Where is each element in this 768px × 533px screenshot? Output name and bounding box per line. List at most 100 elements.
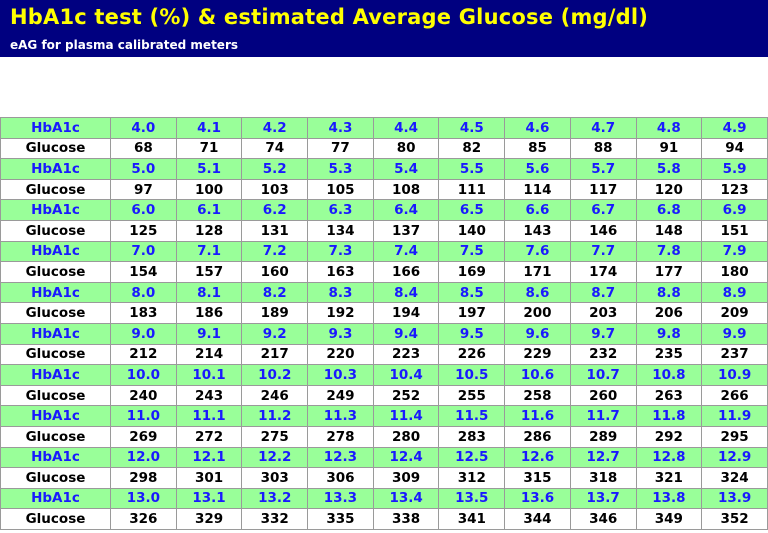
glucose-cell: 82 [438, 137, 506, 160]
glucose-cell: 77 [307, 137, 374, 160]
hba1c-row-label: HbA1c [0, 281, 111, 304]
hba1c-cell: 6.7 [569, 199, 637, 221]
hba1c-row: HbA1c 11.0 11.1 11.2 11.3 11.4 11.5 11.6 11.7 11.… [0, 405, 768, 427]
glucose-cell: 260 [569, 384, 637, 407]
glucose-cell: 203 [569, 302, 637, 324]
hba1c-cell: 12.0 [110, 446, 177, 469]
glucose-row: Glucose 183 186 189 192 194 197 200 203 206 209 [0, 302, 768, 324]
hba1c-cell: 12.2 [241, 446, 309, 469]
hba1c-row: HbA1c 8.0 8.1 8.2 8.3 8.4 8.5 8.6 8.7 8.8 8.9 [0, 281, 768, 304]
glucose-cell: 68 [110, 137, 177, 160]
hba1c-cell: 6.9 [701, 199, 768, 221]
hba1c-cell: 9.3 [307, 322, 374, 345]
glucose-cell: 120 [635, 178, 703, 201]
hba1c-cell: 4.3 [307, 117, 374, 139]
glucose-cell: 143 [504, 219, 571, 242]
glucose-cell: 249 [307, 384, 374, 407]
glucose-row: Glucose 97 100 103 105 108 111 114 117 120 123 [0, 178, 768, 201]
glucose-cell: 335 [307, 508, 374, 530]
hba1c-row: HbA1c 5.0 5.1 5.2 5.3 5.4 5.5 5.6 5.7 5.8 5.9 [0, 158, 768, 180]
glucose-cell: 200 [504, 302, 571, 324]
hba1c-cell: 5.2 [241, 158, 309, 180]
glucose-cell: 246 [241, 384, 309, 407]
glucose-cell: 105 [307, 178, 374, 201]
hba1c-cell: 10.8 [635, 364, 703, 386]
hba1c-cell: 11.3 [307, 405, 374, 427]
hba1c-cell: 13.2 [241, 487, 309, 510]
hba1c-cell: 9.5 [438, 322, 506, 345]
hba1c-cell: 6.8 [635, 199, 703, 221]
glucose-cell: 169 [438, 261, 506, 283]
hba1c-cell: 11.2 [241, 405, 309, 427]
glucose-cell: 148 [635, 219, 703, 242]
glucose-cell: 171 [504, 261, 571, 283]
glucose-cell: 235 [635, 343, 703, 366]
hba1c-cell: 12.8 [635, 446, 703, 469]
glucose-cell: 306 [307, 467, 374, 489]
hba1c-cell: 4.9 [701, 117, 768, 139]
table-body: HbA1c 4.0 4.1 4.2 4.3 4.4 4.5 4.6 4.7 4.8 4.9 Gluco… [0, 117, 768, 530]
hba1c-cell: 10.3 [307, 364, 374, 386]
glucose-cell: 217 [241, 343, 309, 366]
hba1c-cell: 5.0 [110, 158, 177, 180]
glucose-cell: 160 [241, 261, 309, 283]
hba1c-cell: 13.3 [307, 487, 374, 510]
glucose-cell: 315 [504, 467, 571, 489]
hba1c-cell: 6.5 [438, 199, 506, 221]
hba1c-cell: 13.8 [635, 487, 703, 510]
glucose-cell: 137 [372, 219, 440, 242]
glucose-cell: 275 [241, 425, 309, 448]
hba1c-row: HbA1c 9.0 9.1 9.2 9.3 9.4 9.5 9.6 9.7 9.8 9.9 [0, 322, 768, 345]
glucose-cell: 226 [438, 343, 506, 366]
hba1c-row: HbA1c 6.0 6.1 6.2 6.3 6.4 6.5 6.6 6.7 6.8 6.9 [0, 199, 768, 221]
chart-subtitle: eAG for plasma calibrated meters [10, 38, 238, 52]
hba1c-cell: 9.4 [372, 322, 440, 345]
glucose-cell: 117 [569, 178, 637, 201]
hba1c-cell: 8.2 [241, 281, 309, 304]
hba1c-cell: 8.0 [110, 281, 177, 304]
glucose-cell: 298 [110, 467, 177, 489]
glucose-cell: 237 [701, 343, 768, 366]
hba1c-row: HbA1c 7.0 7.1 7.2 7.3 7.4 7.5 7.6 7.7 7.8 7.9 [0, 240, 768, 263]
glucose-cell: 338 [372, 508, 440, 530]
hba1c-cell: 6.2 [241, 199, 309, 221]
hba1c-cell: 11.0 [110, 405, 177, 427]
glucose-cell: 289 [569, 425, 637, 448]
glucose-cell: 131 [241, 219, 309, 242]
glucose-cell: 88 [569, 137, 637, 160]
glucose-cell: 295 [701, 425, 768, 448]
hba1c-cell: 6.4 [372, 199, 440, 221]
glucose-cell: 192 [307, 302, 374, 324]
glucose-cell: 157 [175, 261, 243, 283]
glucose-cell: 223 [372, 343, 440, 366]
hba1c-cell: 7.6 [504, 240, 571, 263]
glucose-cell: 85 [504, 137, 571, 160]
glucose-row: Glucose 326 329 332 335 338 341 344 346 349 352 [0, 508, 768, 530]
hba1c-cell: 12.6 [504, 446, 571, 469]
hba1c-cell: 11.5 [438, 405, 506, 427]
glucose-cell: 125 [110, 219, 177, 242]
hba1c-cell: 7.2 [241, 240, 309, 263]
hba1c-cell: 10.0 [110, 364, 177, 386]
hba1c-cell: 13.9 [701, 487, 768, 510]
glucose-row-label: Glucose [0, 219, 111, 242]
glucose-cell: 97 [110, 178, 177, 201]
glucose-cell: 166 [372, 261, 440, 283]
hba1c-cell: 8.5 [438, 281, 506, 304]
hba1c-cell: 13.0 [110, 487, 177, 510]
glucose-cell: 197 [438, 302, 506, 324]
glucose-row-label: Glucose [0, 343, 111, 366]
glucose-cell: 272 [175, 425, 243, 448]
glucose-cell: 71 [175, 137, 243, 160]
glucose-cell: 318 [569, 467, 637, 489]
glucose-cell: 258 [504, 384, 571, 407]
glucose-cell: 194 [372, 302, 440, 324]
hba1c-cell: 9.6 [504, 322, 571, 345]
hba1c-cell: 5.9 [701, 158, 768, 180]
glucose-cell: 114 [504, 178, 571, 201]
hba1c-cell: 13.5 [438, 487, 506, 510]
glucose-row-label: Glucose [0, 302, 111, 324]
hba1c-cell: 11.6 [504, 405, 571, 427]
hba1c-cell: 11.8 [635, 405, 703, 427]
hba1c-cell: 4.8 [635, 117, 703, 139]
